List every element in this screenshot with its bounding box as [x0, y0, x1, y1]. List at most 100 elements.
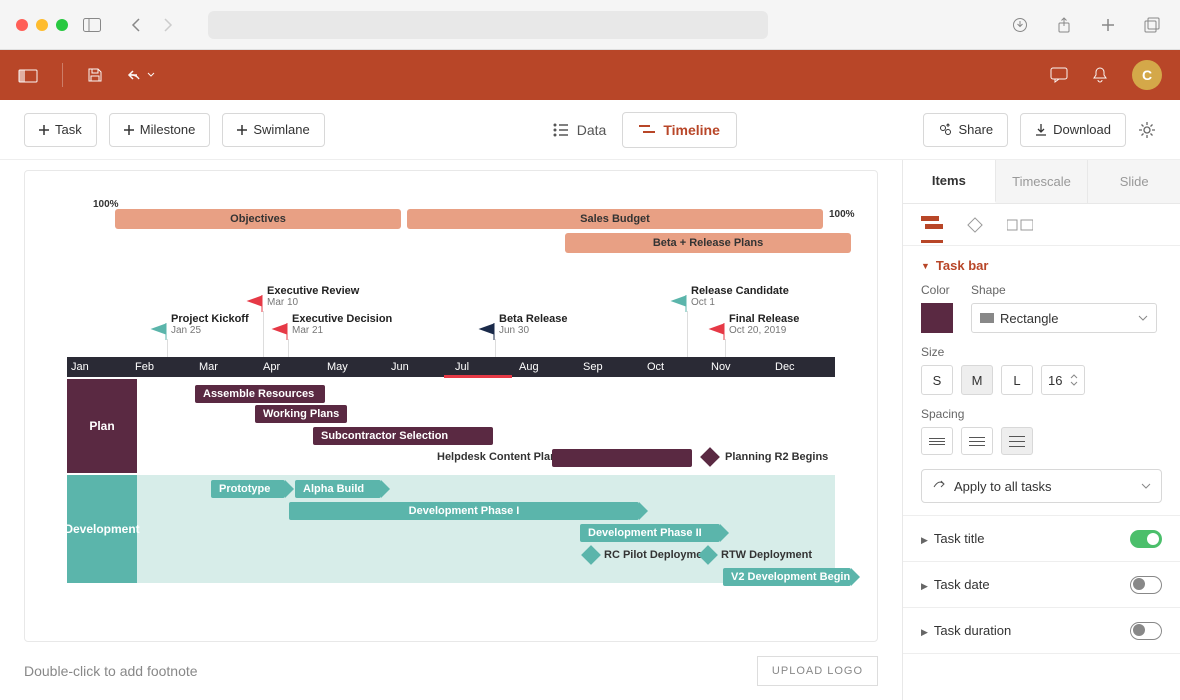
dev-task-0[interactable]: Prototype	[211, 480, 285, 498]
bell-icon[interactable]	[1092, 66, 1108, 84]
shape-tab-bar-icon[interactable]	[921, 216, 943, 243]
milestone-2[interactable]: Executive DecisionMar 21	[292, 313, 392, 336]
dev-task-3[interactable]: Development Phase II	[580, 524, 720, 542]
panel-tab-items[interactable]: Items	[903, 160, 996, 203]
undo-icon[interactable]	[127, 68, 155, 82]
nav-forward-icon[interactable]	[156, 13, 180, 37]
save-icon[interactable]	[87, 67, 103, 83]
swimlane-dev[interactable]: Development	[67, 475, 137, 583]
home-icon[interactable]	[18, 67, 38, 83]
timeline-canvas[interactable]: 100%100%ObjectivesSales BudgetBeta + Rel…	[24, 170, 878, 642]
month-Aug: Aug	[515, 357, 579, 377]
user-avatar[interactable]: C	[1132, 60, 1162, 90]
milestone-line	[687, 311, 688, 363]
milestone-0[interactable]: Project KickoffJan 25	[171, 313, 249, 336]
task-date-toggle[interactable]	[1130, 576, 1162, 594]
milestone-1[interactable]: Executive ReviewMar 10	[267, 285, 359, 308]
milestone-3[interactable]: Beta ReleaseJun 30	[499, 313, 568, 336]
task-title-toggle[interactable]	[1130, 530, 1162, 548]
spacing-tight-button[interactable]	[921, 427, 953, 455]
comment-icon[interactable]	[1050, 67, 1068, 83]
data-view-button[interactable]: Data	[537, 112, 623, 148]
pct-left: 100%	[93, 199, 119, 210]
add-task-button[interactable]: Task	[24, 113, 97, 147]
plan-task-3[interactable]	[552, 449, 692, 467]
sidebar-toggle-icon[interactable]	[80, 13, 104, 37]
band-objectives[interactable]: Objectives	[115, 209, 401, 229]
close-window[interactable]	[16, 19, 28, 31]
shape-tab-diamond-icon[interactable]	[967, 217, 983, 243]
plan-task-0[interactable]: Assemble Resources	[195, 385, 325, 403]
dev-task-2[interactable]: Development Phase I	[289, 502, 639, 520]
task-duration-label: Task duration	[934, 623, 1011, 638]
dev-milestone-label-1: RTW Deployment	[721, 549, 812, 561]
maximize-window[interactable]	[56, 19, 68, 31]
month-Sep: Sep	[579, 357, 643, 377]
url-bar[interactable]	[208, 11, 768, 39]
share-icon[interactable]	[1052, 13, 1076, 37]
band-beta[interactable]: Beta + Release Plans	[565, 233, 851, 253]
task-date-row[interactable]: ▶Task date	[903, 562, 1180, 608]
shape-value: Rectangle	[1000, 311, 1059, 326]
action-bar: Task Milestone Swimlane Data Timeline Sh…	[0, 100, 1180, 160]
milestone-flag-icon	[270, 323, 288, 341]
month-May: May	[323, 357, 387, 377]
task-duration-row[interactable]: ▶Task duration	[903, 608, 1180, 654]
panel-tab-timescale[interactable]: Timescale	[996, 160, 1089, 203]
month-Apr: Apr	[259, 357, 323, 377]
spacing-medium-button[interactable]	[961, 427, 993, 455]
data-view-label: Data	[577, 122, 607, 138]
size-s-button[interactable]: S	[921, 365, 953, 395]
add-swimlane-button[interactable]: Swimlane	[222, 113, 324, 147]
app-toolbar: C	[0, 50, 1180, 100]
nav-back-icon[interactable]	[124, 13, 148, 37]
new-tab-icon[interactable]	[1096, 13, 1120, 37]
spacing-loose-button[interactable]	[1001, 427, 1033, 455]
swimlane-plan[interactable]: Plan	[67, 379, 137, 473]
footnote-placeholder[interactable]: Double-click to add footnote	[24, 663, 198, 679]
month-Nov: Nov	[707, 357, 771, 377]
month-Jul: Jul	[451, 357, 515, 377]
window-controls	[16, 19, 68, 31]
size-l-button[interactable]: L	[1001, 365, 1033, 395]
plan-task-2[interactable]: Subcontractor Selection	[313, 427, 493, 445]
shape-select[interactable]: Rectangle	[971, 303, 1157, 333]
milestone-flag-icon	[669, 295, 687, 313]
size-number-input[interactable]: 16	[1041, 365, 1085, 395]
add-milestone-button[interactable]: Milestone	[109, 113, 211, 147]
apply-all-button[interactable]: Apply to all tasks	[921, 469, 1162, 503]
minimize-window[interactable]	[36, 19, 48, 31]
plan-milestone-label: Planning R2 Begins	[725, 451, 828, 463]
download-icon[interactable]	[1008, 13, 1032, 37]
color-swatch[interactable]	[921, 303, 953, 333]
spacing-label: Spacing	[921, 407, 1162, 421]
milestone-5[interactable]: Final ReleaseOct 20, 2019	[729, 313, 799, 336]
upload-logo-button[interactable]: UPLOAD LOGO	[757, 656, 878, 686]
task-duration-toggle[interactable]	[1130, 622, 1162, 640]
dev-task-4[interactable]: V2 Development Begin	[723, 568, 851, 586]
window-titlebar	[0, 0, 1180, 50]
month-Feb: Feb	[131, 357, 195, 377]
task-label-left: Helpdesk Content Plan	[437, 451, 557, 463]
timeline-view-button[interactable]: Timeline	[622, 112, 737, 148]
plan-milestone-diamond[interactable]	[700, 447, 720, 467]
dev-task-1[interactable]: Alpha Build	[295, 480, 381, 498]
milestone-4[interactable]: Release CandidateOct 1	[691, 285, 789, 308]
download-button[interactable]: Download	[1020, 113, 1126, 147]
section-taskbar-header[interactable]: ▼Task bar	[921, 258, 1162, 273]
month-Jan: Jan	[67, 357, 131, 377]
band-sales[interactable]: Sales Budget	[407, 209, 823, 229]
plan-task-1[interactable]: Working Plans	[255, 405, 347, 423]
settings-icon[interactable]	[1138, 121, 1156, 139]
download-label: Download	[1053, 122, 1111, 137]
milestone-flag-icon	[149, 323, 167, 341]
tabs-icon[interactable]	[1140, 13, 1164, 37]
task-title-label: Task title	[934, 531, 985, 546]
add-task-label: Task	[55, 122, 82, 137]
month-Dec: Dec	[771, 357, 835, 377]
shape-tab-rect-icon[interactable]	[1007, 219, 1033, 241]
panel-tab-slide[interactable]: Slide	[1088, 160, 1180, 203]
task-title-row[interactable]: ▶Task title	[903, 516, 1180, 562]
size-m-button[interactable]: M	[961, 365, 993, 395]
share-button[interactable]: Share	[923, 113, 1008, 147]
